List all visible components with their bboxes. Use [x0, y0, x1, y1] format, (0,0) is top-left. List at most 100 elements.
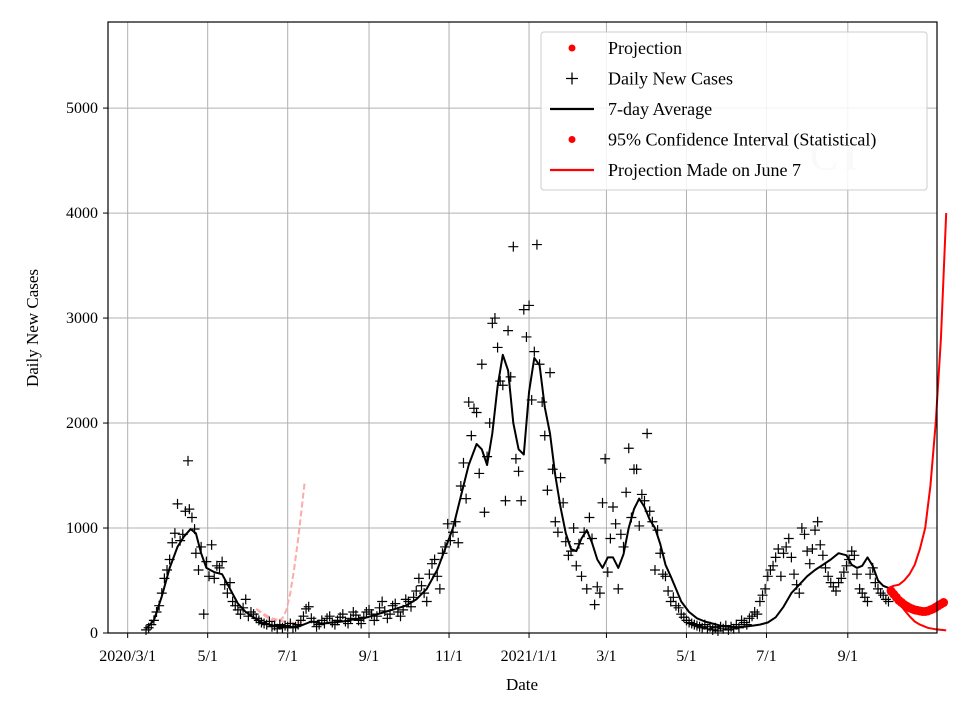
data-point-daily-cases [768, 560, 779, 571]
data-point-daily-cases [487, 318, 498, 329]
data-point-daily-cases [689, 619, 700, 630]
data-point-daily-cases [516, 495, 527, 506]
data-point-daily-cases [760, 583, 771, 594]
x-tick-label: 7/1 [756, 648, 776, 665]
data-point-daily-cases [510, 453, 521, 464]
data-point-daily-cases [581, 583, 592, 594]
data-point-daily-cases [180, 506, 191, 517]
x-tick-label: 11/1 [435, 648, 463, 665]
data-point-daily-cases [513, 466, 524, 477]
data-point-daily-cases [849, 550, 860, 561]
legend-marker-plus [566, 72, 578, 85]
data-point-daily-cases [531, 239, 542, 250]
data-point-daily-cases [749, 607, 760, 618]
data-point-daily-cases [400, 594, 411, 605]
data-point-daily-cases [799, 529, 810, 540]
data-point-daily-cases [883, 596, 894, 607]
data-point-projection [939, 598, 949, 608]
data-point-daily-cases [542, 485, 553, 496]
data-point-daily-cases [232, 604, 243, 615]
data-point-daily-cases [634, 520, 645, 531]
data-point-daily-cases [694, 621, 705, 632]
data-point-daily-cases [521, 331, 532, 342]
data-point-daily-cases [752, 609, 763, 620]
data-point-daily-cases [421, 596, 432, 607]
x-tick-label: 3/1 [596, 648, 616, 665]
data-point-daily-cases [390, 598, 401, 609]
data-point-daily-cases [552, 527, 563, 538]
data-point-daily-cases [817, 550, 828, 561]
data-point-daily-cases [295, 615, 306, 626]
data-point-daily-cases [663, 586, 674, 597]
data-point-daily-cases [190, 548, 201, 559]
data-point-daily-cases [172, 498, 183, 509]
x-tick-label: 2020/3/1 [99, 648, 156, 665]
data-point-daily-cases [702, 623, 713, 634]
y-axis-ticks: 0 1000 2000 3000 4000 5000 [66, 100, 108, 642]
data-point-daily-cases [458, 457, 469, 468]
data-point-daily-cases [762, 571, 773, 582]
data-point-daily-cases [198, 609, 209, 620]
data-point-daily-cases [524, 300, 535, 311]
data-point-daily-cases [851, 569, 862, 580]
y-tick-label: 5000 [66, 100, 98, 117]
data-point-daily-cases [537, 397, 548, 408]
y-tick-label: 3000 [66, 310, 98, 327]
data-point-daily-cases [209, 573, 220, 584]
data-point-daily-cases [778, 548, 789, 559]
data-point-daily-cases [605, 533, 616, 544]
data-point-daily-cases [781, 541, 792, 552]
y-tick-label: 0 [90, 625, 98, 642]
data-point-daily-cases [681, 615, 692, 626]
data-point-daily-cases [314, 619, 325, 630]
data-point-daily-cases [668, 592, 679, 603]
data-point-daily-cases [322, 613, 333, 624]
data-point-daily-cases [691, 620, 702, 631]
legend-label: Projection Made on June 7 [608, 160, 801, 180]
data-point-daily-cases [804, 558, 815, 569]
data-point-daily-cases [545, 367, 556, 378]
data-point-daily-cases [686, 618, 697, 629]
data-point-daily-cases [744, 613, 755, 624]
data-point-daily-cases [728, 623, 739, 634]
x-tick-label: 5/1 [197, 648, 217, 665]
data-point-daily-cases [217, 556, 228, 567]
x-axis-ticks: 2020/3/1 5/1 7/1 9/1 11/1 2021/1/1 3/1 5/1 7/1 9/… [99, 633, 858, 665]
data-point-daily-cases [539, 430, 550, 441]
plot-area [141, 213, 949, 636]
data-point-daily-cases [529, 346, 540, 357]
data-point-daily-cases [345, 613, 356, 624]
data-point-daily-cases [631, 464, 642, 475]
data-point-daily-cases [802, 546, 813, 557]
data-point-daily-cases [169, 528, 180, 539]
data-point-daily-cases [356, 618, 367, 629]
data-point-daily-cases [597, 497, 608, 508]
data-point-daily-cases [222, 588, 233, 599]
data-point-daily-cases [854, 583, 865, 594]
data-point-daily-cases [235, 609, 246, 620]
data-point-daily-cases [712, 625, 723, 636]
data-point-daily-cases [204, 571, 215, 582]
data-point-daily-cases [830, 586, 841, 597]
data-point-daily-cases [794, 588, 805, 599]
data-point-daily-cases [474, 468, 485, 479]
data-point-daily-cases [503, 325, 514, 336]
data-point-daily-cases [786, 552, 797, 563]
y-tick-label: 2000 [66, 415, 98, 432]
data-point-daily-cases [186, 512, 197, 523]
data-point-daily-cases [649, 565, 660, 576]
data-point-daily-cases [468, 403, 479, 414]
data-point-daily-cases [610, 518, 621, 529]
data-point-daily-cases [878, 590, 889, 601]
legend-box [540, 31, 928, 191]
data-point-daily-cases [754, 596, 765, 607]
x-tick-label: 7/1 [277, 648, 297, 665]
data-point-daily-cases [859, 592, 870, 603]
data-point-daily-cases [623, 443, 634, 454]
data-point-daily-cases [838, 567, 849, 578]
data-point-daily-cases [765, 565, 776, 576]
legend: Projection Daily New Cases 7-day Average 95… [540, 31, 928, 191]
data-point-daily-cases [211, 560, 222, 571]
data-point-daily-cases [736, 615, 747, 626]
data-point-daily-cases [555, 472, 566, 483]
